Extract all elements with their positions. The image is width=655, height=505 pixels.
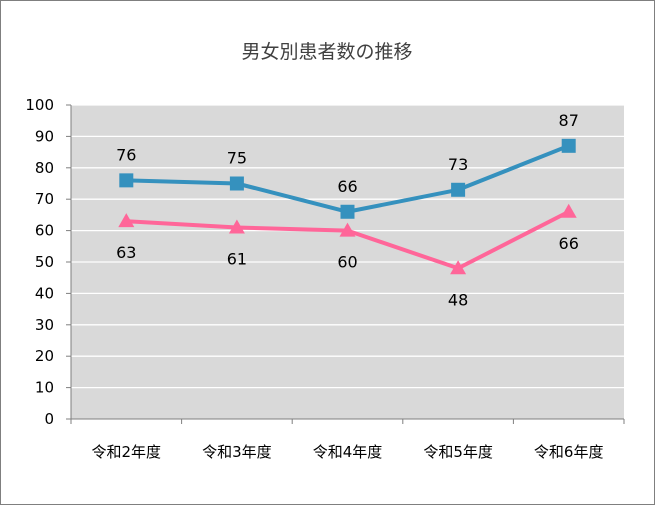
y-tick-label: 70 — [35, 190, 54, 208]
series-1-data-label: 87 — [559, 111, 579, 130]
y-tick-label: 60 — [35, 222, 54, 240]
y-tick-label: 20 — [35, 347, 54, 365]
x-tick-label: 令和5年度 — [423, 443, 493, 461]
series-1-data-label: 66 — [337, 177, 357, 196]
series-1-marker — [119, 173, 134, 188]
series-2-data-label: 63 — [116, 243, 136, 262]
y-tick-label: 30 — [35, 316, 54, 334]
y-tick-label: 40 — [35, 284, 54, 302]
series-1-data-label: 75 — [227, 149, 247, 168]
y-tick-label: 80 — [35, 159, 54, 177]
series-2-marker — [450, 260, 467, 275]
series-2-marker — [339, 222, 356, 237]
series-1-data-label: 76 — [116, 145, 136, 164]
x-tick-label: 令和6年度 — [534, 443, 604, 461]
series-2-marker — [118, 213, 135, 228]
series-2-data-label: 48 — [448, 290, 468, 309]
series-2-data-label: 61 — [227, 249, 247, 268]
series-1-data-label: 73 — [448, 155, 468, 174]
y-tick-label: 10 — [35, 379, 54, 397]
series-2-marker — [228, 219, 245, 234]
x-tick-label: 令和4年度 — [313, 443, 383, 461]
y-tick-label: 50 — [35, 253, 54, 271]
x-tick-label: 令和2年度 — [92, 443, 162, 461]
y-tick-label: 100 — [25, 96, 54, 114]
chart-title: 男女別患者数の推移 — [241, 41, 412, 63]
y-tick-label: 90 — [35, 127, 54, 145]
series-2-data-label: 60 — [337, 253, 357, 272]
x-tick-label: 令和3年度 — [202, 443, 272, 461]
series-1-marker — [451, 182, 466, 197]
series-1-marker — [229, 176, 244, 191]
series-1-marker — [340, 204, 355, 219]
series-2-marker — [560, 203, 577, 218]
y-tick-label: 0 — [44, 410, 54, 428]
series-1-marker — [561, 138, 576, 153]
series-2-data-label: 66 — [559, 234, 579, 253]
